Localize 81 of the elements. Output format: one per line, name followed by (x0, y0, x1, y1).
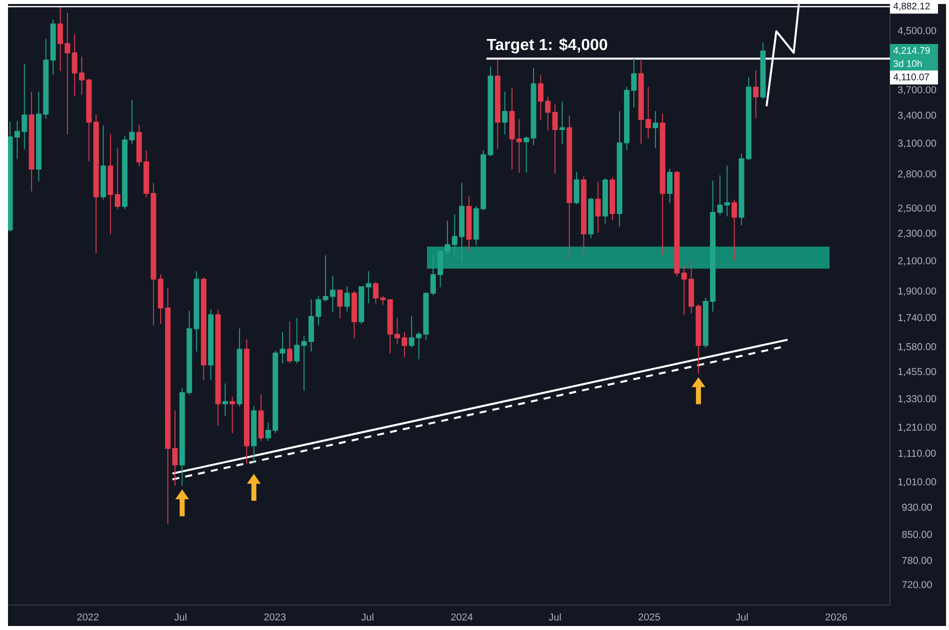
candlestick (28, 92, 34, 192)
candlestick (236, 328, 242, 407)
candlestick (488, 66, 494, 156)
candlestick (352, 291, 357, 338)
candlestick (738, 153, 744, 226)
y-tick-label: 2,100.00 (898, 257, 936, 266)
candlestick (358, 286, 364, 324)
candlestick (50, 20, 56, 75)
y-tick-label: 2,800.00 (898, 170, 936, 179)
y-tick-label: 1,010.00 (898, 478, 936, 487)
y-tick-label: 1,210.00 (898, 424, 936, 432)
candlestick (746, 77, 752, 160)
candlestick (108, 134, 114, 234)
candlestick (337, 290, 343, 319)
x-tick-label: Jul (174, 613, 186, 621)
y-tick-label: 1,900.00 (898, 287, 936, 296)
candlestick (588, 198, 594, 238)
y-tick-label: 1,455.00 (898, 368, 936, 376)
candlestick (222, 383, 228, 416)
y-tick-label: 2,300.00 (898, 230, 936, 238)
candlestick (344, 286, 350, 312)
x-tick-label: 2023 (264, 613, 286, 621)
candlestick (230, 396, 236, 434)
text: 4,214.79 (893, 47, 930, 55)
candlestick (251, 406, 257, 463)
annotation: Target 1: $4,000 (486, 38, 608, 54)
candlestick (280, 332, 286, 364)
candlestick (286, 321, 292, 364)
x-tick-label: Jul (361, 613, 374, 621)
candlestick (114, 148, 120, 210)
candlestick (294, 318, 300, 364)
x-tick-label: 2022 (77, 613, 99, 621)
candlestick (552, 104, 558, 174)
candlestick (200, 277, 206, 380)
x-tick-label: Jul (736, 613, 748, 621)
text: 3d 10h (894, 60, 922, 68)
candlestick (652, 111, 658, 148)
y-tick-label: 850.00 (902, 530, 932, 538)
y-tick-label: 3,700.00 (898, 86, 936, 94)
candlestick (574, 172, 580, 204)
candlestick (732, 200, 738, 260)
candlestick (258, 394, 264, 442)
candlestick (100, 125, 106, 200)
y-tick-label: 1,740.00 (898, 314, 936, 322)
candlestick (674, 170, 680, 277)
y-tick-label: 1,110.00 (898, 450, 936, 458)
x-tick-label: Jul (548, 613, 561, 621)
candlestick (602, 178, 608, 224)
x-tick-label: 2026 (826, 613, 847, 621)
text: 4,110.07 (893, 74, 930, 82)
x-tick-label: 2024 (451, 613, 473, 621)
candlestick (595, 182, 601, 234)
candlestick (494, 60, 500, 150)
candlestick (502, 92, 508, 135)
x-tick-label: 2025 (638, 613, 660, 621)
candlestick (530, 68, 536, 146)
candlestick (215, 309, 221, 426)
candlestick (93, 114, 99, 254)
y-tick-label: 720.00 (902, 581, 932, 588)
y-tick-label: 930.00 (902, 504, 932, 511)
candlestick (660, 114, 666, 255)
candlestick (610, 177, 616, 220)
candlestick (366, 271, 372, 304)
candlestick (667, 168, 673, 204)
y-tick-label: 1,580.00 (898, 343, 936, 352)
candlestick (724, 166, 730, 216)
y-tick-label: 3,100.00 (898, 140, 936, 148)
candlestick (580, 176, 586, 255)
y-tick-label: 780.00 (902, 556, 932, 564)
candlestick (760, 42, 766, 100)
y-tick-label: 4,500.00 (898, 27, 936, 36)
candlestick (244, 339, 250, 464)
y-tick-label: 1,330.00 (898, 395, 936, 404)
ref-line-label: 4,882.12 (893, 2, 930, 11)
candlestick (566, 115, 572, 260)
y-tick-label: 3,400.00 (898, 112, 936, 120)
y-tick-label: 2,500.00 (898, 204, 936, 213)
candlestick (466, 196, 472, 252)
candlestick (524, 136, 530, 173)
candlestick (753, 70, 759, 118)
candlestick (208, 309, 214, 380)
